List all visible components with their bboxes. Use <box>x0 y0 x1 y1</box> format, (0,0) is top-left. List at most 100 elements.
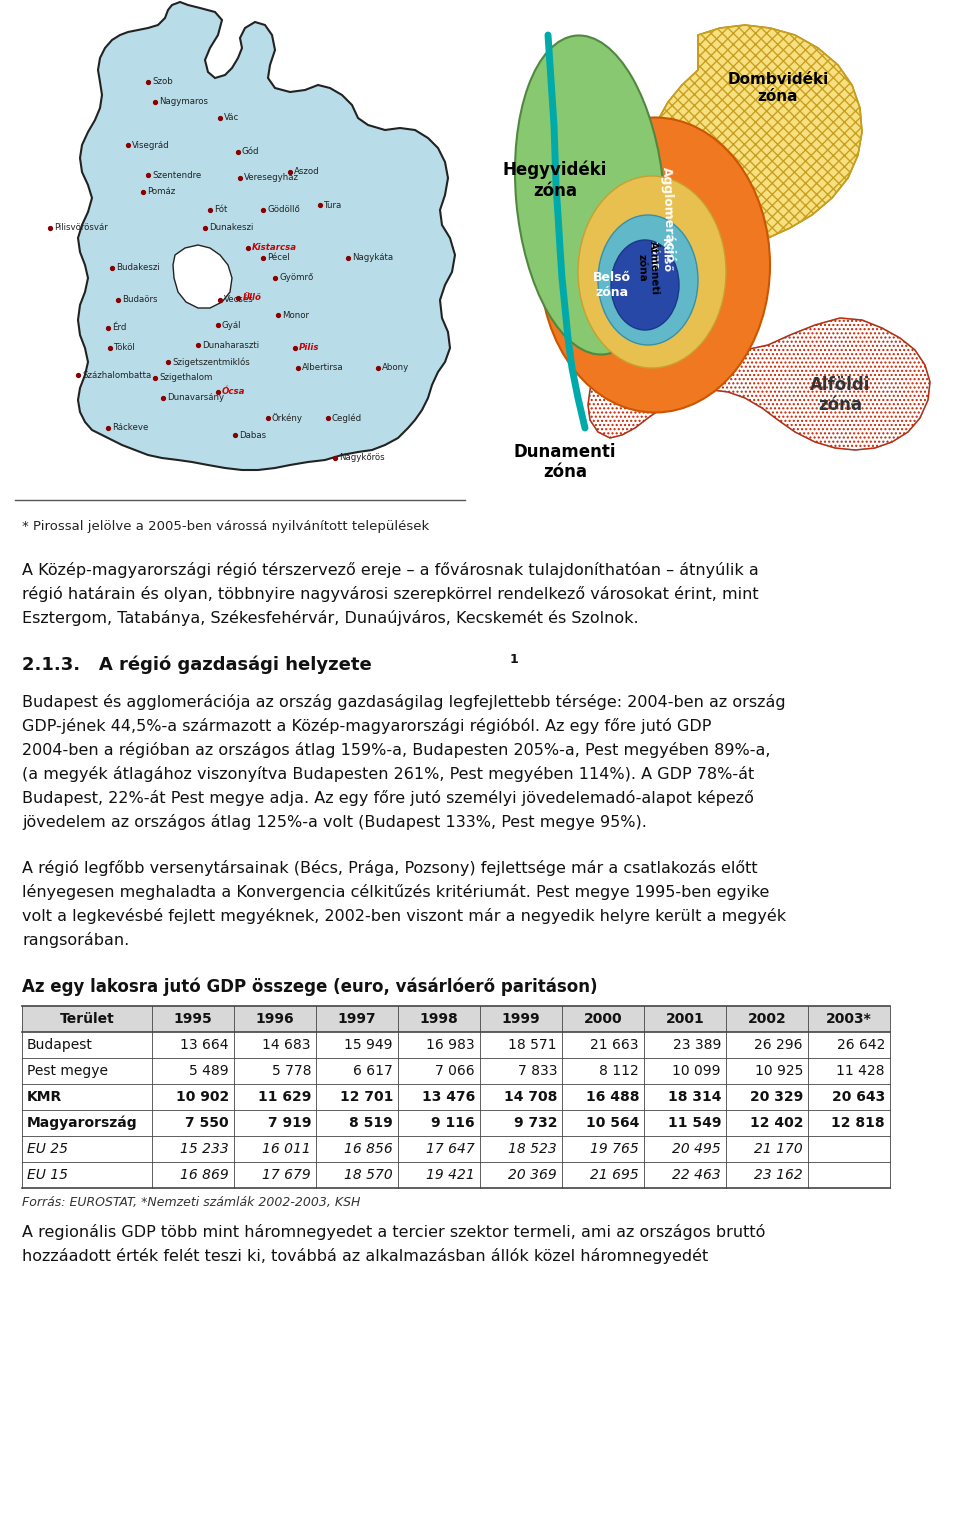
Text: Üllő: Üllő <box>242 293 261 302</box>
Text: 14 708: 14 708 <box>504 1090 557 1104</box>
Text: 13 476: 13 476 <box>421 1090 475 1104</box>
Text: 18 314: 18 314 <box>667 1090 721 1104</box>
Text: Budakeszi: Budakeszi <box>116 264 159 273</box>
Text: KMR: KMR <box>27 1090 62 1104</box>
Text: EU 25: EU 25 <box>27 1142 68 1157</box>
Text: 1996: 1996 <box>255 1013 295 1026</box>
Text: 1998: 1998 <box>420 1013 458 1026</box>
Polygon shape <box>78 2 455 471</box>
Text: Budapest, 22%-át Pest megye adja. Az egy főre jutó személyi jövedelemadó-alapot : Budapest, 22%-át Pest megye adja. Az egy… <box>22 789 754 806</box>
Text: Monor: Monor <box>282 311 309 319</box>
Text: 2003*: 2003* <box>827 1013 872 1026</box>
Text: 1: 1 <box>510 653 518 666</box>
Text: A régió legfőbb versenytársainak (Bécs, Prága, Pozsony) fejlettsége már a csatla: A régió legfőbb versenytársainak (Bécs, … <box>22 861 757 876</box>
Text: 12 701: 12 701 <box>340 1090 393 1104</box>
Text: Albertirsa: Albertirsa <box>302 363 344 372</box>
Text: 2002: 2002 <box>748 1013 786 1026</box>
Ellipse shape <box>540 117 770 413</box>
Text: Belső
zóna: Belső zóna <box>593 272 631 299</box>
Text: 1997: 1997 <box>338 1013 376 1026</box>
Text: 21 663: 21 663 <box>590 1038 639 1052</box>
Text: 19 421: 19 421 <box>426 1167 475 1183</box>
Text: 18 571: 18 571 <box>509 1038 557 1052</box>
Text: Szigethalom: Szigethalom <box>159 373 212 383</box>
Text: Terület: Terület <box>60 1013 114 1026</box>
Text: Veresegyház: Veresegyház <box>244 173 299 182</box>
Polygon shape <box>650 24 862 241</box>
Text: 5 489: 5 489 <box>189 1064 229 1078</box>
Text: 23 162: 23 162 <box>755 1167 803 1183</box>
Text: 16 488: 16 488 <box>586 1090 639 1104</box>
Text: Forrás: EUROSTAT, *Nemzeti számlák 2002-2003, KSH: Forrás: EUROSTAT, *Nemzeti számlák 2002-… <box>22 1196 360 1208</box>
Text: volt a legkevésbé fejlett megyéknek, 2002-ben viszont már a negyedik helyre kerü: volt a legkevésbé fejlett megyéknek, 200… <box>22 908 786 924</box>
Text: 11 629: 11 629 <box>257 1090 311 1104</box>
Text: 19 765: 19 765 <box>590 1142 639 1157</box>
Text: 7 550: 7 550 <box>185 1116 229 1129</box>
Text: Alföldi
zóna: Alföldi zóna <box>810 375 870 414</box>
Text: 2000: 2000 <box>584 1013 622 1026</box>
Text: 7 919: 7 919 <box>268 1116 311 1129</box>
Text: Az egy lakosra jutó GDP összege (euro, vásárlóerő paritáson): Az egy lakosra jutó GDP összege (euro, v… <box>22 978 597 996</box>
Text: Hegyvidéki
zóna: Hegyvidéki zóna <box>503 161 607 200</box>
Text: EU 15: EU 15 <box>27 1167 68 1183</box>
Text: 7 833: 7 833 <box>517 1064 557 1078</box>
Text: 10 902: 10 902 <box>176 1090 229 1104</box>
Text: 7 066: 7 066 <box>436 1064 475 1078</box>
Text: 26 296: 26 296 <box>755 1038 803 1052</box>
Text: Szigetszentmiklós: Szigetszentmiklós <box>172 357 250 367</box>
Text: A regionális GDP több mint háromnegyedet a tercier szektor termeli, ami az orszá: A regionális GDP több mint háromnegyedet… <box>22 1224 765 1240</box>
Polygon shape <box>588 317 930 449</box>
Text: 22 463: 22 463 <box>672 1167 721 1183</box>
Text: Pomáz: Pomáz <box>147 188 176 196</box>
Text: Gód: Gód <box>242 147 259 156</box>
Text: Érd: Érd <box>112 323 127 332</box>
Text: Dunakeszi: Dunakeszi <box>209 223 253 232</box>
Text: Ócsa: Ócsa <box>222 387 246 396</box>
Text: 16 869: 16 869 <box>180 1167 229 1183</box>
Text: 20 643: 20 643 <box>831 1090 885 1104</box>
Text: 1999: 1999 <box>502 1013 540 1026</box>
Text: 12 402: 12 402 <box>750 1116 803 1129</box>
Text: 9 732: 9 732 <box>514 1116 557 1129</box>
Text: Esztergom, Tatabánya, Székesfehérvár, Dunaújváros, Kecskemét és Szolnok.: Esztergom, Tatabánya, Székesfehérvár, Du… <box>22 610 638 625</box>
Text: 8 112: 8 112 <box>599 1064 639 1078</box>
Text: Pilisvörösvár: Pilisvörösvár <box>54 223 108 232</box>
Text: Külső
zóna: Külső zóna <box>649 238 671 272</box>
Text: Aszod: Aszod <box>294 167 320 176</box>
Text: Nagykáta: Nagykáta <box>352 254 394 263</box>
Text: 2001: 2001 <box>665 1013 705 1026</box>
Text: 16 011: 16 011 <box>262 1142 311 1157</box>
Text: 21 170: 21 170 <box>755 1142 803 1157</box>
Text: Tököl: Tököl <box>114 343 135 352</box>
Ellipse shape <box>578 176 726 367</box>
Text: Örkény: Örkény <box>272 413 303 424</box>
Text: 11 549: 11 549 <box>667 1116 721 1129</box>
Text: Dunamenti
zóna: Dunamenti zóna <box>514 443 616 481</box>
Text: Abony: Abony <box>382 363 409 372</box>
Text: 20 369: 20 369 <box>508 1167 557 1183</box>
Polygon shape <box>173 244 232 308</box>
Text: 26 642: 26 642 <box>836 1038 885 1052</box>
Text: Szentendre: Szentendre <box>152 170 202 179</box>
Text: Agglomeráció: Agglomeráció <box>660 167 676 263</box>
Text: Pilis: Pilis <box>299 343 320 352</box>
Text: Ráckeve: Ráckeve <box>112 424 149 433</box>
Text: A Közép-magyarországi régió térszervező ereje – a fővárosnak tulajdoníthatóan – : A Közép-magyarországi régió térszervező … <box>22 562 758 578</box>
Text: Százhalombatta: Százhalombatta <box>82 370 152 380</box>
Text: Budapest és agglomerációja az ország gazdaságilag legfejlettebb térsége: 2004-be: Budapest és agglomerációja az ország gaz… <box>22 694 785 710</box>
Text: jövedelem az országos átlag 125%-a volt (Budapest 133%, Pest megye 95%).: jövedelem az országos átlag 125%-a volt … <box>22 814 647 830</box>
Text: GDP-jének 44,5%-a származott a Közép-magyarországi régióból. Az egy főre jutó GD: GDP-jének 44,5%-a származott a Közép-mag… <box>22 718 711 735</box>
Text: 10 564: 10 564 <box>586 1116 639 1129</box>
Ellipse shape <box>598 216 698 345</box>
FancyBboxPatch shape <box>22 1006 890 1032</box>
Text: Tura: Tura <box>324 200 343 209</box>
Text: Gyál: Gyál <box>222 320 242 329</box>
Text: Magyarország: Magyarország <box>27 1116 137 1131</box>
Text: Budapest: Budapest <box>27 1038 93 1052</box>
Text: Vác: Vác <box>224 114 239 123</box>
Text: Cegléd: Cegléd <box>332 413 362 422</box>
Text: 5 778: 5 778 <box>272 1064 311 1078</box>
Text: Dunaharaszti: Dunaharaszti <box>202 340 259 349</box>
Text: 10 925: 10 925 <box>755 1064 803 1078</box>
Text: Nagymaros: Nagymaros <box>159 97 208 106</box>
